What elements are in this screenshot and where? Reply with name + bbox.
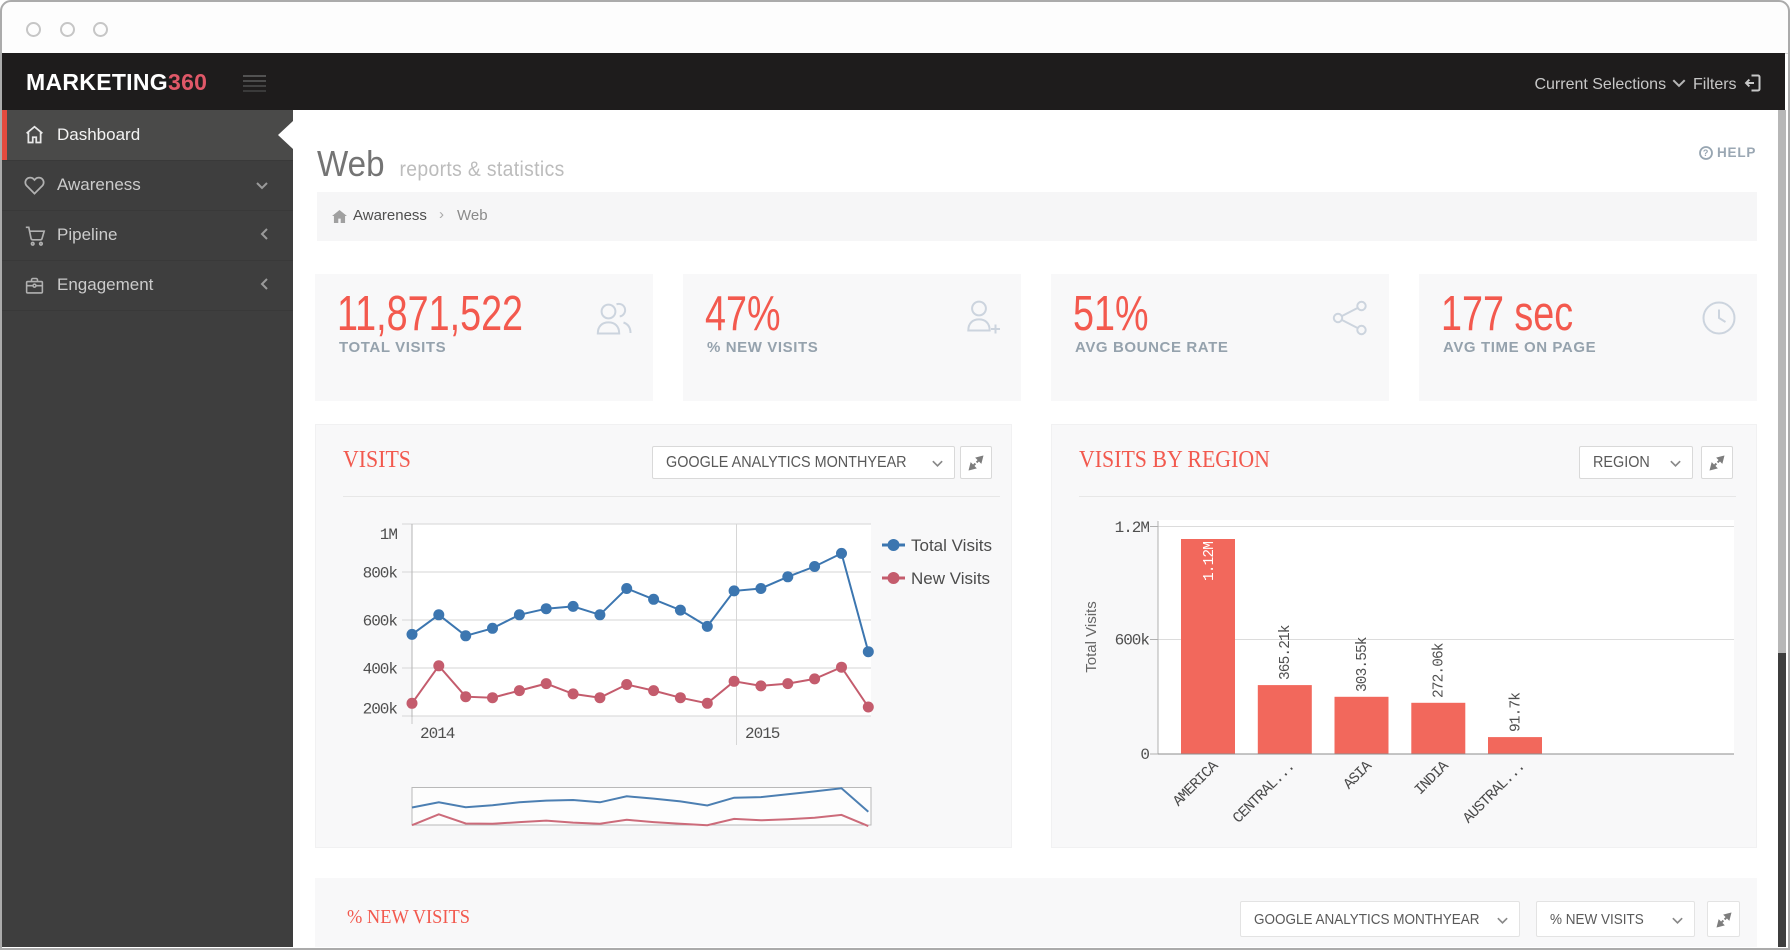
svg-text:Total Visits: Total Visits <box>1083 601 1100 672</box>
svg-text:2015: 2015 <box>745 725 780 743</box>
svg-text:INDIA: INDIA <box>1412 758 1453 799</box>
svg-text:1.12M: 1.12M <box>1202 542 1218 581</box>
svg-text:1.2M: 1.2M <box>1115 519 1150 537</box>
svg-text:91.7k: 91.7k <box>1509 693 1525 732</box>
svg-text:400k: 400k <box>363 661 398 679</box>
svg-text:800k: 800k <box>363 565 398 583</box>
svg-text:1M: 1M <box>380 526 398 544</box>
svg-text:AUSTRAL...: AUSTRAL... <box>1460 759 1529 828</box>
svg-text:AMERICA: AMERICA <box>1170 758 1222 810</box>
svg-text:303.55k: 303.55k <box>1355 637 1371 692</box>
svg-text:0: 0 <box>1140 746 1149 764</box>
svg-text:600k: 600k <box>363 613 398 631</box>
svg-text:365.21k: 365.21k <box>1278 625 1294 680</box>
svg-text:272.06k: 272.06k <box>1432 643 1448 698</box>
svg-text:CENTRAL...: CENTRAL... <box>1230 759 1299 828</box>
svg-text:200k: 200k <box>363 701 398 719</box>
svg-text:Total Visits: Total Visits <box>911 536 992 555</box>
svg-text:ASIA: ASIA <box>1340 758 1375 793</box>
svg-text:2014: 2014 <box>420 725 455 743</box>
svg-text:New Visits: New Visits <box>911 569 990 588</box>
svg-text:?: ? <box>1703 148 1709 158</box>
svg-text:600k: 600k <box>1115 632 1150 650</box>
